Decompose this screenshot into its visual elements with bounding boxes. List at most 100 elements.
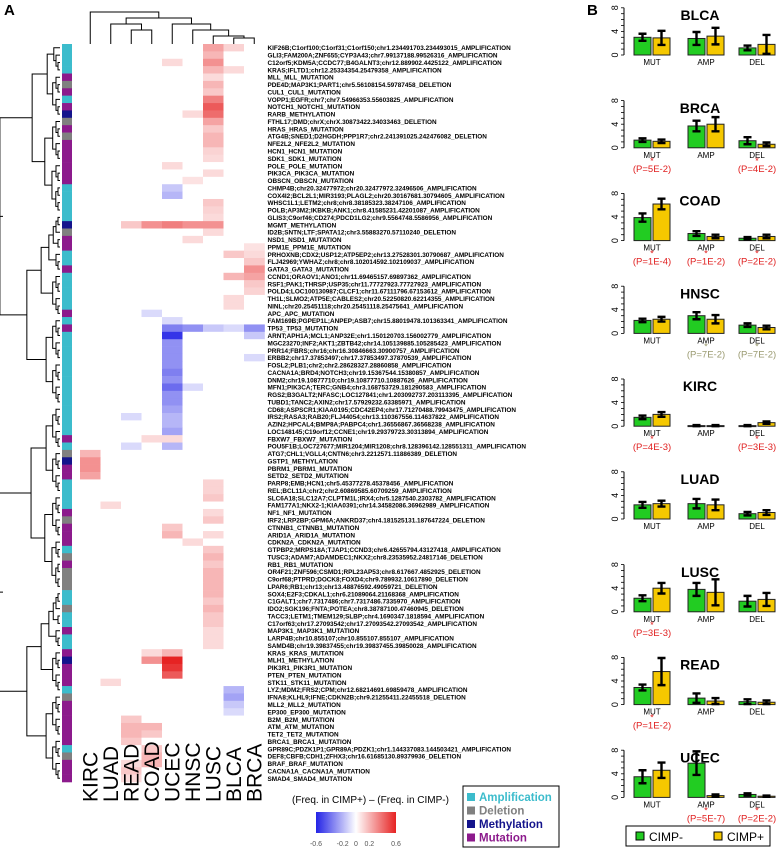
heatmap-cell bbox=[162, 198, 183, 207]
row-type-cell bbox=[62, 390, 72, 399]
heatmap-cell bbox=[203, 51, 224, 60]
heatmap-cell bbox=[244, 612, 265, 620]
heatmap-cell bbox=[80, 752, 101, 761]
dendrogram-branch bbox=[57, 563, 60, 573]
heatmap-cell bbox=[182, 545, 204, 554]
heatmap-cell bbox=[203, 730, 224, 739]
category-label: DEL bbox=[749, 708, 765, 717]
heatmap-cell bbox=[100, 353, 122, 362]
heatmap-cell bbox=[80, 619, 101, 628]
heatmap-cell bbox=[100, 339, 122, 347]
heatmap-cell bbox=[162, 538, 183, 547]
heatmap-cell bbox=[100, 117, 122, 126]
heatmap-cell bbox=[80, 767, 101, 775]
heatmap-cell bbox=[182, 191, 204, 200]
heatmap-cell bbox=[182, 390, 204, 399]
heatmap-cell bbox=[80, 110, 101, 119]
heatmap-cell bbox=[203, 501, 224, 510]
heatmap-cell bbox=[162, 346, 183, 355]
legend-label: Amplification bbox=[479, 792, 552, 804]
heatmap-cell bbox=[244, 331, 265, 340]
row-label: PRHOXNB;CDX2;USP12;ATP5EP2;chr13.2752830… bbox=[268, 252, 505, 259]
heatmap-cell bbox=[121, 597, 142, 606]
heatmap-cell bbox=[162, 221, 183, 229]
row-type-cell bbox=[62, 235, 72, 244]
heatmap-cell bbox=[223, 649, 245, 657]
heatmap-cell bbox=[182, 272, 204, 281]
heatmap-cell bbox=[244, 538, 265, 547]
heatmap-cell bbox=[100, 649, 122, 657]
heatmap-cell bbox=[80, 523, 101, 532]
heatmap-cell bbox=[182, 663, 204, 672]
dendrogram-branch bbox=[48, 610, 56, 637]
p-value-label: (P=1E-2) bbox=[633, 721, 671, 732]
heatmap-cell bbox=[182, 693, 204, 702]
heatmap-cell bbox=[121, 663, 142, 672]
heatmap-cell bbox=[182, 125, 204, 133]
heatmap-cell bbox=[203, 722, 224, 731]
row-type-cell bbox=[62, 567, 72, 576]
row-type-cell bbox=[62, 708, 72, 716]
row-type-cell bbox=[62, 737, 72, 746]
heatmap-cell bbox=[203, 494, 224, 502]
row-label: PRR14;FBRS;chr16;chr16.30846663.30900757… bbox=[268, 348, 460, 355]
heatmap-cell bbox=[244, 420, 265, 429]
bar-panel-title: BRCA bbox=[680, 100, 720, 116]
heatmap-cell bbox=[100, 88, 122, 96]
heatmap-cell bbox=[244, 582, 265, 591]
row-type-cell bbox=[62, 265, 72, 274]
heatmap-cell bbox=[182, 722, 204, 731]
heatmap-cell bbox=[223, 604, 245, 613]
heatmap-cell bbox=[162, 590, 183, 598]
heatmap-cell bbox=[203, 213, 224, 222]
heatmap-cell bbox=[80, 737, 101, 746]
error-bar bbox=[743, 235, 752, 241]
heatmap-cell bbox=[80, 449, 101, 458]
heatmap-cell bbox=[100, 427, 122, 436]
p-value-label: (P=5E-2) bbox=[633, 164, 671, 175]
dendrogram-branch bbox=[57, 615, 60, 624]
color-scale-tick: -0.2 bbox=[337, 841, 349, 848]
heatmap-cell bbox=[141, 612, 163, 620]
heatmap-cell bbox=[223, 553, 245, 561]
row-type-cell bbox=[62, 184, 72, 192]
heatmap-cell bbox=[223, 479, 245, 488]
heatmap-cell bbox=[203, 198, 224, 207]
heatmap-cell bbox=[80, 678, 101, 687]
row-label: POLB;AP3M2;IKBKB;ANK1;chr8.41585231.4220… bbox=[268, 208, 481, 215]
error-bar bbox=[657, 315, 666, 323]
p-value-label: (P=5E-7) bbox=[687, 813, 725, 824]
category-label: MUT bbox=[643, 336, 660, 345]
heatmap-cell bbox=[223, 671, 245, 679]
heatmap-cell bbox=[182, 44, 204, 52]
heatmap-cell bbox=[223, 567, 245, 576]
heatmap-cell bbox=[244, 361, 265, 370]
heatmap-cell bbox=[182, 627, 204, 635]
heatmap-cell bbox=[244, 265, 265, 274]
p-value-label: (P=7E-2) bbox=[738, 349, 776, 360]
heatmap-cell bbox=[203, 516, 224, 524]
heatmap-cell bbox=[162, 420, 183, 429]
heatmap-cell bbox=[244, 280, 265, 288]
heatmap-cell bbox=[80, 117, 101, 126]
row-label: CHMP4B;chr20.32477972;chr20.32477972.324… bbox=[268, 185, 477, 192]
heatmap-cell bbox=[182, 331, 204, 340]
heatmap-cell bbox=[100, 663, 122, 672]
heatmap-cell bbox=[244, 567, 265, 576]
heatmap-cell bbox=[80, 44, 101, 52]
row-type-cell bbox=[62, 612, 72, 620]
row-type-cell bbox=[62, 486, 72, 495]
heatmap-cell bbox=[182, 309, 204, 318]
heatmap-cell bbox=[100, 317, 122, 325]
heatmap-cell bbox=[121, 508, 142, 517]
heatmap-cell bbox=[223, 457, 245, 465]
heatmap-cell bbox=[80, 494, 101, 502]
heatmap-cell bbox=[100, 420, 122, 429]
error-bar bbox=[692, 229, 701, 238]
heatmap-cell bbox=[141, 449, 163, 458]
row-type-cell bbox=[62, 376, 72, 384]
error-bar bbox=[657, 656, 666, 687]
row-label: IFNA8;KLHL9;IFNE;CDKN2B;chr9.21255411.22… bbox=[268, 695, 467, 702]
heatmap-cell bbox=[244, 206, 265, 215]
row-label: RARB_METHYLATION bbox=[268, 112, 336, 119]
